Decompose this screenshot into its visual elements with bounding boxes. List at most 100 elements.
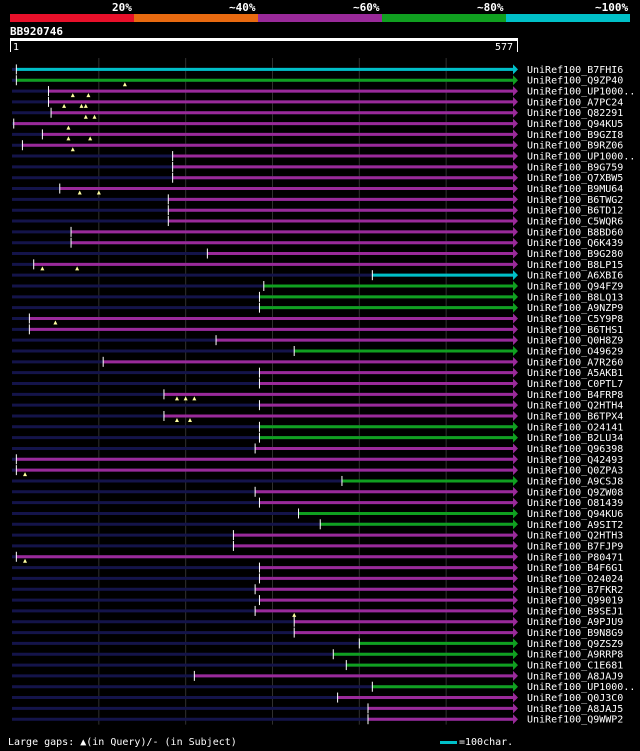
legend-bar-1: [134, 14, 258, 22]
hit-end-arrow: [513, 248, 518, 259]
hit-end-arrow: [513, 259, 518, 270]
query-gap-marker: [23, 558, 28, 563]
query-gap-marker: [70, 147, 75, 152]
query-ruler: 1 577: [10, 38, 518, 54]
hit-label: UniRef100_Q2HTH4: [527, 401, 623, 412]
hit-end-arrow: [513, 151, 518, 162]
query-gap-marker: [187, 417, 192, 422]
hit-end-arrow: [513, 584, 518, 595]
hit-label: UniRef100_B8LP15: [527, 260, 623, 271]
hit-end-arrow: [513, 194, 518, 205]
hit-end-arrow: [513, 540, 518, 551]
legend-bar-0: [10, 14, 134, 22]
hit-label: UniRef100_B9N8G9: [527, 628, 623, 639]
hit-end-arrow: [513, 454, 518, 465]
hit-label: UniRef100_Q99019: [527, 596, 623, 607]
ruler-line: [10, 38, 518, 41]
hit-label: UniRef100_B7FJP9: [527, 541, 623, 552]
hit-end-arrow: [513, 216, 518, 227]
query-gap-marker: [83, 103, 88, 108]
query-gap-marker: [66, 136, 71, 141]
hit-end-arrow: [513, 64, 518, 75]
hit-end-arrow: [513, 205, 518, 216]
hit-label: UniRef100_Q0H8Z9: [527, 336, 623, 347]
identity-legend: 20% ~40% ~60% ~80% ~100%: [10, 0, 630, 24]
hit-end-arrow: [513, 595, 518, 606]
hit-label: UniRef100_A7R260: [527, 357, 623, 368]
hit-label: UniRef100_B6THS1: [527, 325, 623, 336]
query-gap-marker: [174, 417, 179, 422]
hit-end-arrow: [513, 324, 518, 335]
hit-label: UniRef100_Q94KU5: [527, 119, 623, 130]
hit-end-arrow: [513, 226, 518, 237]
ruler-start-label: 1: [13, 42, 20, 53]
hit-end-arrow: [513, 86, 518, 97]
hit-label: UniRef100_P80471: [527, 552, 623, 563]
hit-label: UniRef100_Q0J3C0: [527, 693, 623, 704]
hit-end-arrow: [513, 443, 518, 454]
hit-label: UniRef100_Q9ZW08: [527, 487, 623, 498]
hit-end-arrow: [513, 627, 518, 638]
hit-label: UniRef100_UP1000..: [527, 87, 635, 98]
query-gap-marker: [88, 136, 93, 141]
hit-end-arrow: [513, 670, 518, 681]
hit-end-arrow: [513, 107, 518, 118]
hit-end-arrow: [513, 432, 518, 443]
hit-label: UniRef100_Q82291: [527, 108, 623, 119]
hit-end-arrow: [513, 714, 518, 725]
gaps-footer: Large gaps: ▲(in Query)/- (in Subject): [8, 737, 237, 748]
hit-end-arrow: [513, 281, 518, 292]
query-gap-marker: [66, 125, 71, 130]
hit-label: UniRef100_Q6K439: [527, 238, 623, 249]
hit-label: UniRef100_C1E681: [527, 661, 623, 672]
hit-end-arrow: [513, 486, 518, 497]
legend-bar-3: [382, 14, 506, 22]
hit-end-arrow: [513, 465, 518, 476]
scale-legend: =100char.: [440, 737, 513, 748]
hit-label: UniRef100_B7FKR2: [527, 585, 623, 596]
hit-label: UniRef100_B6TD12: [527, 206, 623, 217]
hit-label: UniRef100_Q9ZP40: [527, 76, 623, 87]
hit-label: UniRef100_Q0ZPA3: [527, 466, 623, 477]
query-gap-marker: [40, 266, 45, 271]
query-gap-marker: [122, 82, 127, 87]
hit-label: UniRef100_B2LU34: [527, 433, 623, 444]
hit-label: UniRef100_C5WQR6: [527, 217, 623, 228]
hit-end-arrow: [513, 345, 518, 356]
query-gap-marker: [53, 320, 58, 325]
hit-label: UniRef100_B8BD60: [527, 227, 623, 238]
hit-label: UniRef100_A5AKB1: [527, 368, 623, 379]
scale-bar: [440, 740, 457, 744]
hit-label: UniRef100_O24024: [527, 574, 623, 585]
hit-label: UniRef100_O49629: [527, 346, 623, 357]
hit-label: UniRef100_A8JAJ5: [527, 704, 623, 715]
hit-end-arrow: [513, 140, 518, 151]
hit-end-arrow: [513, 421, 518, 432]
hit-label: UniRef100_B4FRP8: [527, 390, 623, 401]
query-gap-marker: [83, 114, 88, 119]
hit-label: UniRef100_Q9ZSZ9: [527, 639, 623, 650]
ruler-end-tick: [517, 38, 518, 52]
hit-end-arrow: [513, 616, 518, 627]
hit-label: UniRef100_Q94KU6: [527, 509, 623, 520]
hit-end-arrow: [513, 335, 518, 346]
alignment-hits: UniRef100_B7FHI6UniRef100_Q9ZP40UniRef10…: [12, 58, 635, 726]
hit-end-arrow: [513, 475, 518, 486]
hit-label: UniRef100_B7FHI6: [527, 65, 623, 76]
hit-label: UniRef100_Q7XBW5: [527, 173, 623, 184]
legend-bar-4: [506, 14, 630, 22]
query-gap-marker: [62, 103, 67, 108]
hit-label: UniRef100_Q42493: [527, 455, 623, 466]
hit-end-arrow: [513, 573, 518, 584]
legend-label-1: 20%: [112, 1, 132, 14]
hit-label: UniRef100_B6TPX4: [527, 411, 623, 422]
hit-end-arrow: [513, 118, 518, 129]
hit-end-arrow: [513, 660, 518, 671]
legend-label-4: ~80%: [477, 1, 504, 14]
legend-bar-2: [258, 14, 382, 22]
hit-label: UniRef100_A9NZP9: [527, 303, 623, 314]
hit-label: UniRef100_A9RRP8: [527, 650, 623, 661]
hit-end-arrow: [513, 508, 518, 519]
hit-end-arrow: [513, 497, 518, 508]
hit-end-arrow: [513, 183, 518, 194]
